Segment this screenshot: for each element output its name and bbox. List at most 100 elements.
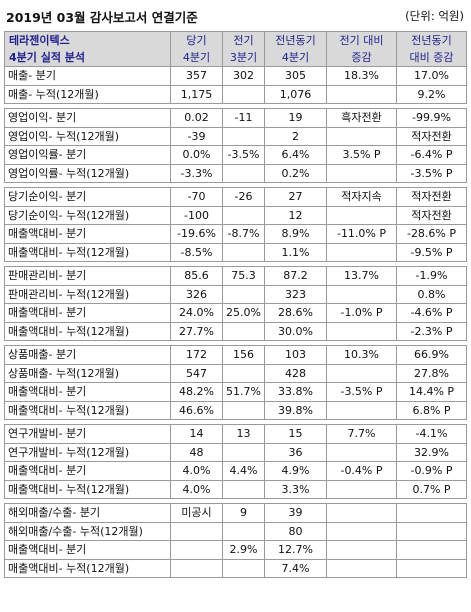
table-row: 영업이익률- 분기 0.0% -3.5% 6.4% 3.5% P -6.4% P [4,145,467,165]
value-cell: 172 [170,345,223,365]
header-prev-l1: 전기 [233,34,254,47]
value-cell: 2.9% [222,540,265,560]
header-yoy-l1: 전년동기 [275,34,316,47]
row-label: 매출액대비- 분기 [4,382,171,402]
value-cell: -9.5% P [396,242,467,262]
section-spacer [4,498,467,504]
table-row: 매출- 분기 357 302 305 18.3% 17.0% [4,66,467,86]
table-row: 영업이익- 누적(12개월) -39 2 적자전환 [4,126,467,146]
value-cell [326,400,397,420]
header-qoq-change-l1: 전기 대비 [339,34,384,47]
value-cell: 103 [264,345,327,365]
table-row: 해외매출/수출- 누적(12개월) 80 [4,521,467,541]
value-cell [222,400,265,420]
table-row: 영업이익률- 누적(12개월) -3.3% 0.2% -3.5% P [4,163,467,183]
header-company: 테라젠이텍스 4분기 실적 분석 [4,31,171,67]
header-company-sub: 4분기 실적 분석 [9,51,86,64]
table-row: 상품매출- 누적(12개월) 547 428 27.8% [4,363,467,383]
table-row: 판매관리비- 누적(12개월) 326 323 0.8% [4,284,467,304]
row-label: 당기순이익- 누적(12개월) [4,205,171,225]
value-cell: 13.7% [326,266,397,286]
table-row: 상품매출- 분기 172 156 103 10.3% 66.9% [4,345,467,365]
row-label: 당기순이익- 분기 [4,187,171,207]
row-label: 매출액대비- 누적(12개월) [4,242,171,262]
value-cell: -11 [222,108,265,128]
value-cell: 6.4% [264,145,327,165]
value-cell [222,321,265,341]
table-row: 매출액대비- 분기 2.9% 12.7% [4,540,467,560]
value-cell [170,558,223,578]
value-cell: 85.6 [170,266,223,286]
value-cell: 3.3% [264,479,327,499]
value-cell [222,558,265,578]
value-cell: 12 [264,205,327,225]
value-cell: 10.3% [326,345,397,365]
value-cell [170,540,223,560]
value-cell: 51.7% [222,382,265,402]
row-label: 매출액대비- 누적(12개월) [4,400,171,420]
value-cell: 305 [264,66,327,86]
value-cell: 326 [170,284,223,304]
section-spacer [4,182,467,188]
table-row: 당기순이익- 분기 -70 -26 27 적자지속 적자전환 [4,187,467,207]
table-row: 매출액대비- 분기 4.0% 4.4% 4.9% -0.4% P -0.9% P [4,461,467,481]
value-cell: -0.9% P [396,461,467,481]
table-body: 매출- 분기 357 302 305 18.3% 17.0% 매출- 누적(12개월) 1,1… [4,66,467,578]
value-cell [326,205,397,225]
page-title: 2019년 03월 감사보고서 연결기준 [6,10,198,25]
value-cell: -3.3% [170,163,223,183]
value-cell [222,363,265,383]
value-cell: -26 [222,187,265,207]
row-label: 영업이익- 누적(12개월) [4,126,171,146]
value-cell: 13 [222,424,265,444]
value-cell: 적자지속 [326,187,397,207]
value-cell [326,321,397,341]
table-row: 매출액대비- 분기 48.2% 51.7% 33.8% -3.5% P 14.4% P [4,382,467,402]
value-cell: 156 [222,345,265,365]
table-row: 매출액대비- 누적(12개월) 7.4% [4,558,467,578]
row-label: 상품매출- 누적(12개월) [4,363,171,383]
value-cell: -2.3% P [396,321,467,341]
row-label: 매출액대비- 분기 [4,461,171,481]
value-cell: 0.2% [264,163,327,183]
value-cell: 4.4% [222,461,265,481]
value-cell [326,363,397,383]
row-label: 매출액대비- 누적(12개월) [4,558,171,578]
row-label: 연구개발비- 누적(12개월) [4,442,171,462]
table-row: 매출액대비- 누적(12개월) 27.7% 30.0% -2.3% P [4,321,467,341]
value-cell [396,540,467,560]
row-label: 연구개발비- 분기 [4,424,171,444]
value-cell: 9 [222,503,265,523]
value-cell [222,84,265,104]
value-cell [222,163,265,183]
value-cell [222,126,265,146]
value-cell: -1.9% [396,266,467,286]
value-cell [222,479,265,499]
value-cell: 24.0% [170,303,223,323]
table-row: 당기순이익- 누적(12개월) -100 12 적자전환 [4,205,467,225]
value-cell [326,442,397,462]
value-cell: 39 [264,503,327,523]
value-cell: 12.7% [264,540,327,560]
value-cell: -39 [170,126,223,146]
value-cell: 4.0% [170,479,223,499]
row-label: 판매관리비- 분기 [4,266,171,286]
value-cell: 547 [170,363,223,383]
row-label: 판매관리비- 누적(12개월) [4,284,171,304]
section-spacer-cell [4,103,467,109]
table-row: 해외매출/수출- 분기 미공시 9 39 [4,503,467,523]
value-cell: 39.8% [264,400,327,420]
header-current: 당기 4분기 [170,31,223,67]
header-yoy-change-l2: 대비 증감 [409,51,454,64]
section-spacer-cell [4,182,467,188]
header-yoy: 전년동기 4분기 [264,31,327,67]
value-cell [396,558,467,578]
row-label: 해외매출/수출- 누적(12개월) [4,521,171,541]
value-cell: -8.7% [222,224,265,244]
section-spacer-cell [4,498,467,504]
value-cell: 18.3% [326,66,397,86]
value-cell [222,242,265,262]
value-cell: -19.6% [170,224,223,244]
value-cell: 25.0% [222,303,265,323]
section-spacer-cell [4,419,467,425]
